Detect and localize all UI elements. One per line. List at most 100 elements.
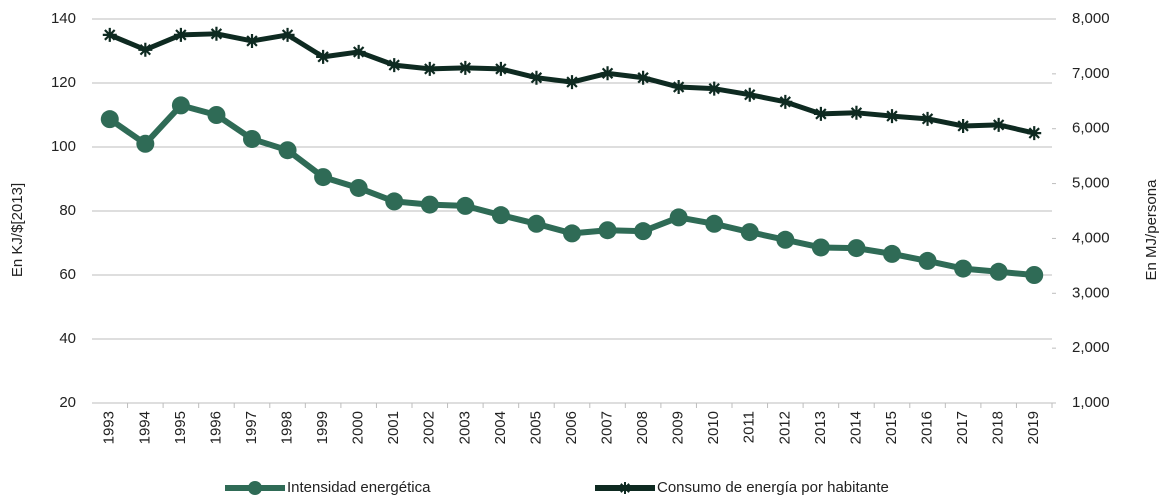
x-tick-label: 2003 [456, 411, 473, 444]
point [422, 61, 437, 76]
point [883, 244, 901, 263]
point [954, 259, 973, 278]
point [316, 49, 331, 64]
legend-marker [619, 482, 631, 494]
point [849, 105, 864, 120]
point [387, 58, 402, 73]
y-tick-label: 140 [51, 10, 76, 27]
y-tick-label: 60 [59, 266, 76, 283]
x-tick-label: 2019 [1025, 411, 1042, 444]
y2-tick-label: 2,000 [1072, 339, 1110, 356]
point [565, 75, 579, 90]
y2-tick-label: 6,000 [1072, 120, 1110, 137]
y-tick-label: 120 [51, 74, 76, 91]
y2-axis-label: En MJ/persona [1143, 179, 1160, 281]
y2-tick-label: 8,000 [1072, 10, 1110, 27]
x-tick-label: 2007 [599, 411, 616, 444]
point [138, 42, 153, 57]
x-tick-label: 1996 [207, 411, 224, 444]
x-tick-label: 1998 [279, 411, 296, 444]
x-tick-label: 2005 [527, 411, 544, 444]
point [209, 26, 224, 41]
y2-tick-label: 1,000 [1072, 394, 1110, 411]
x-tick-label: 2017 [954, 411, 971, 444]
point [102, 27, 117, 42]
x-tick-label: 2010 [705, 411, 722, 444]
point [493, 61, 508, 76]
x-tick-label: 2008 [634, 411, 651, 444]
x-tick-label: 2014 [847, 411, 864, 444]
point [351, 44, 366, 59]
y2-tick-label: 4,000 [1072, 229, 1110, 246]
x-tick-label: 2001 [385, 411, 402, 444]
legend-marker [248, 481, 262, 495]
point [491, 206, 510, 225]
point [669, 208, 688, 227]
point [314, 168, 333, 187]
x-tick-label: 2013 [812, 411, 829, 444]
x-tick-label: 1994 [136, 411, 153, 444]
point [920, 111, 935, 126]
point [600, 66, 615, 81]
point [278, 141, 297, 160]
legend-label: Consumo de energía por habitante [657, 479, 889, 496]
x-tick-label: 2011 [741, 411, 758, 443]
y-tick-label: 80 [59, 202, 76, 219]
y2-tick-label: 3,000 [1072, 284, 1110, 301]
y-tick-label: 40 [59, 330, 76, 347]
point [173, 27, 188, 42]
x-tick-label: 2009 [670, 411, 687, 444]
point [171, 96, 190, 115]
point [811, 238, 830, 257]
point [636, 70, 651, 85]
point [458, 60, 473, 75]
point [563, 224, 581, 243]
point [527, 214, 546, 233]
y2-tick-label: 5,000 [1072, 175, 1110, 192]
x-tick-label: 2018 [990, 411, 1007, 444]
y-axis-label: En KJ/$[2013] [9, 183, 26, 277]
x-tick-label: 2004 [492, 411, 509, 444]
point [1027, 126, 1042, 141]
point [776, 230, 795, 249]
y-tick-label: 20 [59, 394, 76, 411]
point [136, 134, 155, 153]
x-tick-label: 1995 [172, 411, 189, 444]
point [956, 118, 971, 133]
x-tick-label: 2012 [776, 411, 793, 444]
point [280, 27, 295, 42]
legend-label: Intensidad energética [287, 479, 431, 496]
x-tick-label: 2016 [919, 411, 936, 444]
point [243, 130, 261, 148]
point [989, 262, 1008, 281]
point [778, 94, 793, 109]
point [349, 178, 368, 197]
x-tick-label: 2002 [421, 411, 438, 444]
point [100, 110, 119, 129]
point [1025, 266, 1044, 284]
point [634, 222, 653, 241]
point [742, 87, 757, 102]
point [671, 80, 686, 95]
point [245, 33, 259, 48]
point [991, 117, 1006, 132]
x-tick-label: 2000 [350, 411, 367, 444]
x-tick-label: 1999 [314, 411, 331, 444]
x-tick-label: 2015 [883, 411, 900, 444]
y2-tick-label: 7,000 [1072, 65, 1110, 82]
point [847, 239, 866, 258]
point [598, 221, 617, 240]
point [207, 106, 226, 124]
point [918, 251, 937, 270]
point [813, 106, 828, 121]
point [456, 196, 475, 215]
point [707, 81, 722, 96]
point [385, 192, 404, 211]
x-tick-label: 1993 [101, 411, 118, 444]
y-tick-label: 100 [51, 138, 76, 155]
x-tick-label: 2006 [563, 411, 580, 444]
point [885, 109, 899, 124]
point [705, 214, 724, 233]
point [529, 70, 544, 85]
